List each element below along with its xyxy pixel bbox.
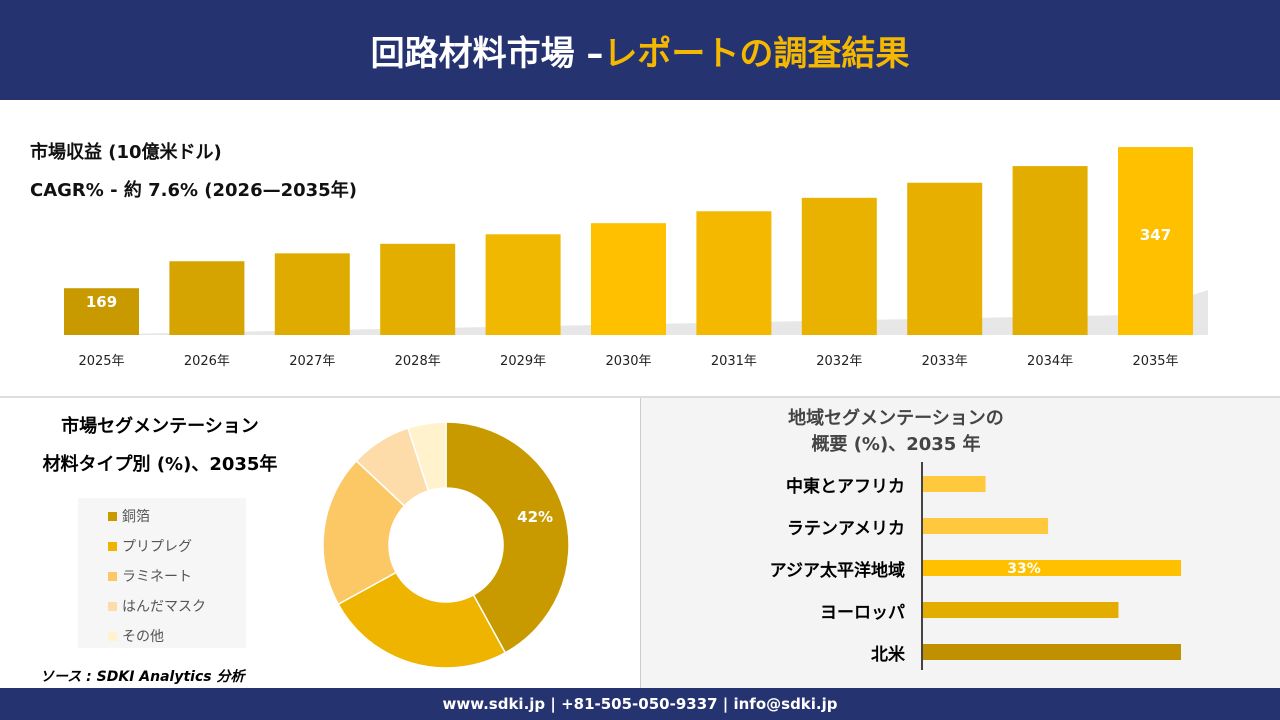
source-note: ソース : SDKI Analytics 分析 [40, 669, 245, 685]
legend-label: その他 [122, 629, 164, 645]
revenue-bar [1012, 166, 1088, 335]
year-tick-label: 2030年 [605, 354, 651, 369]
revenue-bar [907, 182, 983, 335]
legend-item: プリプレグ [108, 536, 192, 556]
footer-contact: www.sdki.jp | +81-505-050-9337 | info@sd… [0, 688, 1280, 720]
pie-legend: 銅箔プリプレグラミネートはんだマスク その他 [78, 498, 246, 648]
revenue-bar [591, 223, 666, 335]
material-donut-chart: 42% [322, 421, 570, 669]
year-tick-label: 2032年 [816, 354, 862, 369]
revenue-bar [801, 197, 877, 335]
bar-data-label: 33% [1007, 561, 1041, 577]
legend-label: はんだマスク [122, 599, 206, 615]
revenue-bar [380, 243, 456, 335]
legend-item: 銅箔 [108, 506, 150, 526]
slice-data-label: 42% [517, 508, 553, 526]
page-header: 回路材料市場 – レポートの調査結果 [0, 0, 1280, 100]
revenue-bar [64, 288, 139, 335]
donut-slice [445, 421, 570, 654]
year-tick-label: 2035年 [1132, 354, 1178, 369]
revenue-bar [169, 261, 245, 335]
region-bar [923, 602, 1119, 618]
year-tick-label: 2031年 [711, 354, 757, 369]
divider [0, 396, 1280, 398]
revenue-bar [274, 253, 350, 335]
region-bar [923, 476, 986, 492]
legend-label: 銅箔 [122, 509, 150, 525]
legend-item: はんだマスク [108, 596, 206, 616]
legend-swatch [108, 631, 117, 641]
legend-swatch [108, 541, 117, 551]
legend-swatch [108, 601, 117, 611]
title-main: 回路材料市場 – [370, 33, 604, 74]
region-label: ラテンアメリカ [786, 519, 905, 539]
region-bar [923, 560, 1181, 576]
year-tick-label: 2027年 [289, 354, 335, 369]
legend-label: プリプレグ [122, 539, 192, 555]
revenue-bar [696, 211, 772, 335]
cagr-label: CAGR% - 約 7.6% (2026—2035年) [30, 180, 357, 201]
bar-data-label: 347 [1140, 226, 1171, 244]
donut-slice [407, 421, 447, 492]
revenue-bar-chart: 2025年 169 2026年 2027年 2028年 2029年 2030年 2031年 20… [64, 147, 1208, 369]
region-bar-chart: 33% [921, 462, 1181, 670]
bar-data-label: 169 [86, 293, 117, 311]
donut-slice [322, 459, 406, 606]
year-tick-label: 2028年 [395, 354, 441, 369]
donut-slice [337, 571, 507, 669]
region-label: ヨーロッパ [820, 603, 905, 623]
vertical-divider [640, 398, 641, 688]
title-accent: レポートの調査結果 [603, 33, 910, 74]
revenue-label: 市場収益 (10億米ドル) [30, 142, 222, 163]
year-tick-label: 2025年 [78, 354, 124, 369]
region-segment-panel: 地域セグメンテーションの 概要 (%)、2035 年 中東とアフリカ ラテンアメリ… [641, 398, 1280, 688]
region-bar [923, 518, 1049, 534]
year-tick-label: 2029年 [500, 354, 546, 369]
legend-swatch [108, 511, 117, 521]
legend-swatch [108, 571, 117, 581]
region-label: アジア太平洋地域 [769, 561, 905, 581]
year-tick-label: 2034年 [1027, 354, 1073, 369]
legend-item: ラミネート [108, 566, 192, 586]
revenue-bar [485, 234, 561, 335]
region-title-1: 地域セグメンテーションの [788, 408, 1004, 429]
material-segment-panel: 市場セグメンテーション 材料タイプ別 (%)、2035年 銅箔プリプレグラミネー… [0, 398, 640, 688]
legend-item: その他 [108, 626, 164, 646]
year-tick-label: 2033年 [922, 354, 968, 369]
legend-label: ラミネート [122, 569, 192, 585]
pie-title-1: 市場セグメンテーション [61, 416, 259, 437]
region-label: 中東とアフリカ [786, 477, 905, 497]
region-title-2: 概要 (%)、2035 年 [811, 434, 981, 455]
year-tick-label: 2026年 [184, 354, 230, 369]
region-bar [923, 644, 1181, 660]
revenue-bar [1118, 147, 1193, 335]
region-label: 北米 [871, 645, 905, 665]
pie-title-2: 材料タイプ別 (%)、2035年 [42, 454, 278, 475]
